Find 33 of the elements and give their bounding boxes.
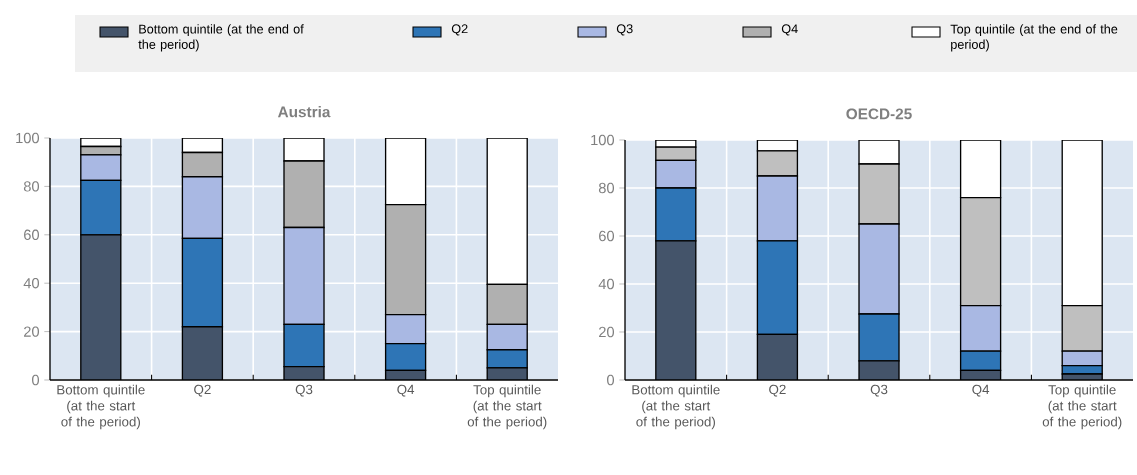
y-tick-label: 80 — [598, 182, 615, 194]
y-tick-label: 40 — [598, 278, 615, 290]
x-tick-label: Q4 — [397, 384, 415, 397]
x-tick-label: Q4 — [972, 384, 990, 397]
x-tick-label: Top quintile (at the start of the period) — [1042, 384, 1122, 430]
y-tick-label: 60 — [24, 229, 40, 240]
x-tick-label: Bottom quintile (at the start of the period) — [632, 384, 720, 430]
chart-title: OECD-25 — [846, 108, 912, 120]
x-tick-label: Q3 — [870, 384, 888, 397]
x-tick-label: Q3 — [295, 384, 313, 397]
y-tick-label: 80 — [23, 181, 40, 192]
x-tick-label: Q2 — [194, 384, 211, 397]
y-tick-label: 0 — [32, 374, 40, 386]
bar — [182, 326, 223, 380]
x-tick-label: Bottom quintile (at the start of the period) — [57, 384, 145, 430]
legend-label: Q2 — [451, 24, 468, 36]
legend-label: Q4 — [781, 24, 798, 36]
chart-title: Austria — [277, 106, 331, 118]
bar — [757, 334, 798, 380]
y-tick-label: 100 — [591, 134, 615, 146]
y-tick-label: 100 — [16, 132, 40, 144]
legend-label: Bottom quintile (at the end of the period) — [138, 24, 304, 52]
legend-label: Q3 — [616, 24, 633, 36]
y-tick-label: 20 — [24, 326, 40, 337]
y-tick-label: 40 — [23, 278, 40, 289]
x-tick-label: Q2 — [769, 384, 786, 397]
bar — [80, 234, 121, 380]
bar — [655, 240, 696, 380]
y-tick-label: 0 — [607, 374, 615, 386]
y-tick-label: 20 — [599, 326, 615, 338]
x-tick-label: Top quintile (at the start of the period) — [467, 384, 547, 430]
legend-label: Top quintile (at the end of the period) — [950, 24, 1118, 52]
y-tick-label: 60 — [599, 230, 615, 242]
